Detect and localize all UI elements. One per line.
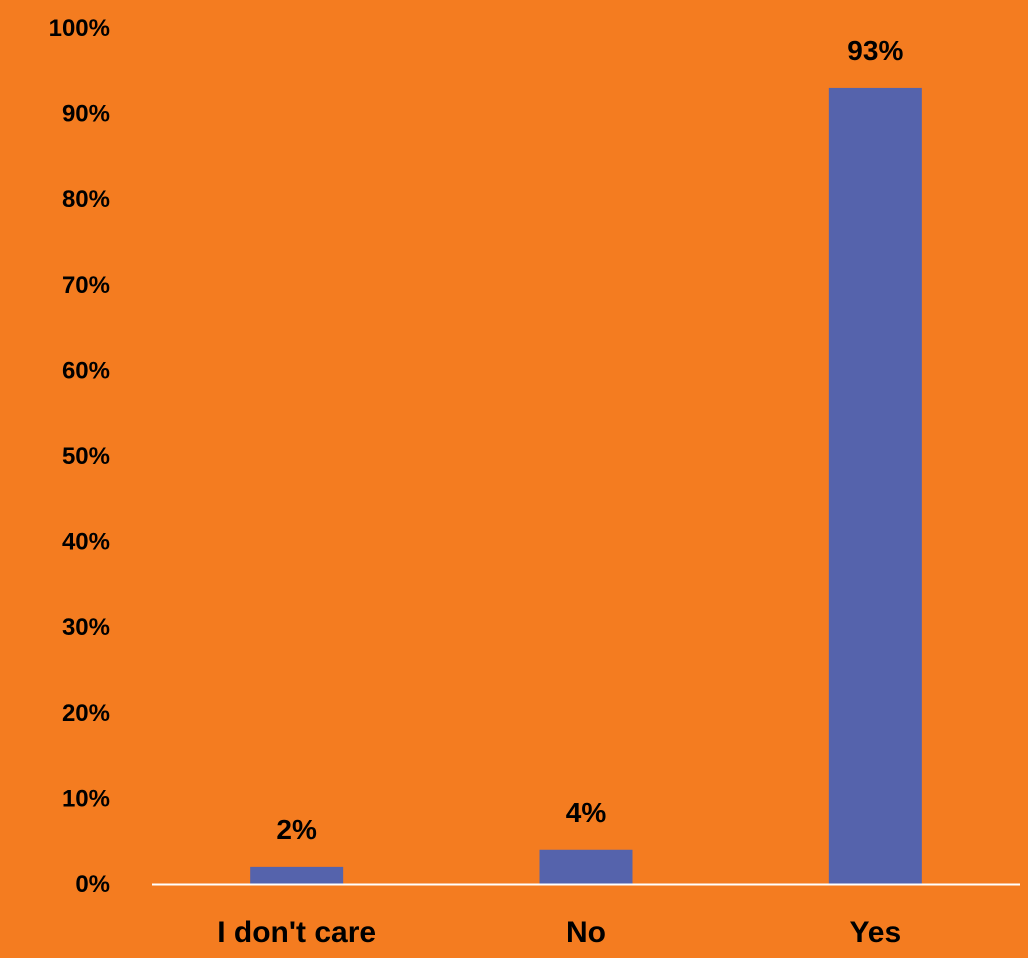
y-tick-label: 0% — [75, 871, 110, 898]
data-label: 93% — [847, 35, 903, 66]
y-tick-label: 10% — [62, 785, 110, 812]
y-tick-label: 80% — [62, 186, 110, 213]
y-tick-label: 40% — [62, 529, 110, 556]
y-axis-ticks: 0% 10% 20% 30% 40% 50% 60% 70% 80% 90% 100% — [49, 15, 110, 898]
data-labels: 2% 4% 93% — [276, 35, 903, 845]
bar — [828, 87, 922, 885]
category-label: No — [566, 916, 606, 949]
category-label: I don't care — [217, 916, 376, 949]
bar — [539, 849, 633, 884]
category-label: Yes — [849, 916, 901, 949]
bars — [250, 87, 922, 885]
y-tick-label: 90% — [62, 101, 110, 128]
y-tick-label: 20% — [62, 700, 110, 727]
data-label: 4% — [566, 797, 607, 828]
data-label: 2% — [276, 814, 317, 845]
bar — [250, 866, 344, 884]
y-tick-label: 30% — [62, 614, 110, 641]
category-labels: I don't care No Yes — [217, 916, 901, 949]
y-tick-label: 60% — [62, 357, 110, 384]
y-tick-label: 70% — [62, 272, 110, 299]
y-tick-label: 100% — [49, 15, 110, 42]
y-tick-label: 50% — [62, 443, 110, 470]
